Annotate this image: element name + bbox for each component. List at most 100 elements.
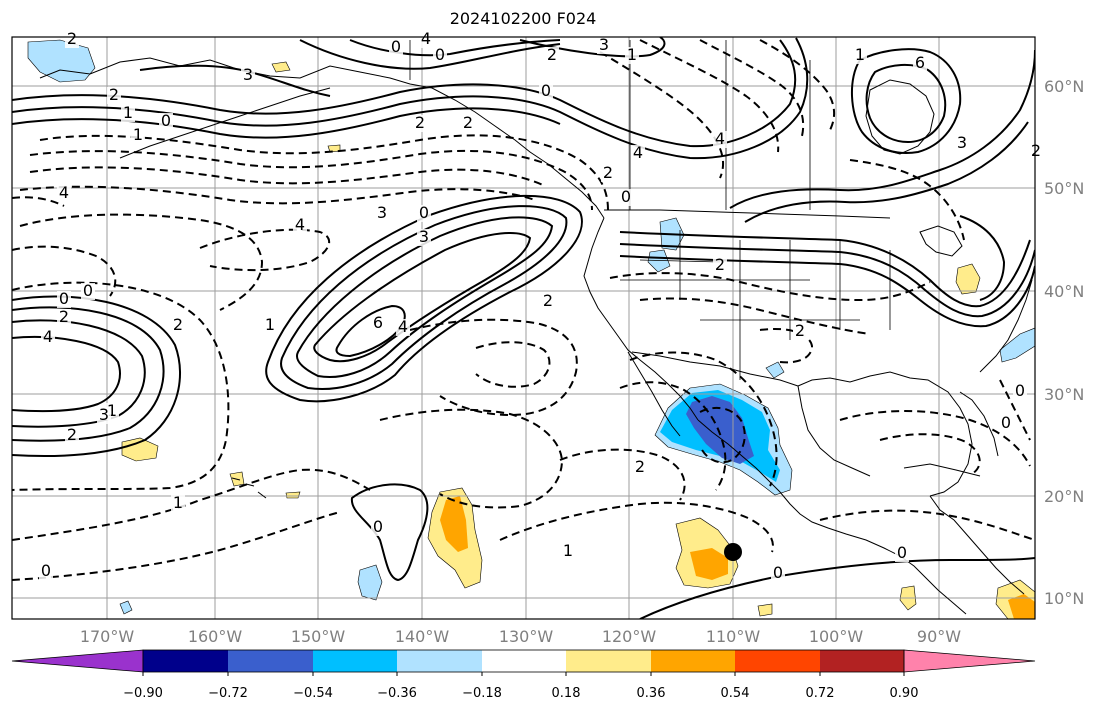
latitude-label: 10°N: [1044, 589, 1084, 608]
longitude-label: 170°W: [80, 627, 135, 646]
contour-dashed-gulf-1: [39, 134, 609, 211]
contour-solid-pacific-ridge-4: [313, 232, 532, 363]
contour-dashed-mexico-1: [629, 351, 778, 487]
colorbar-segment: [313, 650, 397, 672]
contour-dashed-east-1: [849, 159, 965, 241]
contour-label-bg: [853, 47, 867, 64]
contour-label-bg: [713, 131, 727, 148]
colorbar-ticks: −0.90 −0.72 −0.54 −0.36 −0.18 0.18 0.36 0.54 0.7…: [123, 672, 918, 701]
contour-label: 0: [621, 187, 631, 206]
contour-label-bg: [371, 315, 385, 332]
contour-label: 2: [795, 321, 805, 340]
coastlines: [39, 40, 1033, 615]
longitude-labels: 170°W 160°W 150°W 140°W 130°W 120°W 110°W 100°W…: [80, 627, 961, 646]
central-america: [929, 495, 1025, 595]
contour-label-bg: [545, 47, 559, 64]
contour-label-bg: [413, 115, 427, 132]
colorbar-extend-low: [11, 649, 144, 673]
contour-dashed-trop-2: [559, 448, 686, 501]
contour-label: 1: [107, 401, 117, 420]
contour-label: 1: [123, 103, 133, 122]
contour-solid-canada-high-1: [850, 48, 962, 154]
colorbar-tick-label: 0.54: [721, 686, 750, 701]
contour-label: 1: [173, 493, 183, 512]
contour-solid-north-jet-3: [12, 107, 561, 139]
contour-label-bg: [371, 519, 385, 536]
contour-label: 1: [563, 541, 573, 560]
colorbar-tick-label: −0.72: [208, 686, 248, 701]
contour-label-bg: [1029, 143, 1043, 160]
contour-label: 0: [1015, 381, 1025, 400]
contour-label: 0: [83, 281, 93, 300]
contour-label-bg: [41, 329, 55, 346]
contour-label: 0: [773, 563, 783, 582]
latitude-label: 50°N: [1044, 179, 1084, 198]
contour-dashed-mid-3: [379, 408, 564, 509]
contour-label: 2: [415, 113, 425, 132]
contour-label-bg: [121, 105, 135, 122]
longitude-label: 90°W: [917, 627, 961, 646]
contour-dashed-nw-1: [12, 196, 65, 207]
contour-label-bg: [57, 309, 71, 326]
colorbar-tick-label: 0.72: [806, 686, 835, 701]
contour-solid-zero-pacific: [350, 483, 429, 582]
contour-dashed-canada-1: [599, 51, 725, 179]
contour-dashed-canada-4: [759, 39, 836, 131]
contour-solid-pacific-ridge-1: [265, 194, 583, 403]
contour-dashed-us-3: [759, 328, 814, 364]
positive-shading-g: [285, 491, 301, 499]
contour-solid-east-ridge-2: [744, 121, 1029, 223]
aleutian-islands: [119, 87, 331, 159]
baja-california: [627, 351, 681, 437]
positive-shading-a: [121, 437, 159, 462]
contour-label: 0: [541, 81, 551, 100]
contour-label: 4: [59, 183, 69, 202]
contour-label-bg: [433, 47, 447, 64]
map-frame: [11, 36, 1036, 620]
contour-label: 2: [67, 29, 77, 48]
contour-label: 3: [243, 65, 253, 84]
contour-solid-west-low-4: [12, 336, 121, 413]
contour-label-bg: [39, 563, 53, 580]
contour-label-bg: [171, 317, 185, 334]
colorbar-segment: [143, 650, 228, 672]
contour-label: 3: [377, 203, 387, 222]
contour-label-bg: [396, 319, 410, 336]
contour-solid-east-2: [619, 243, 1035, 318]
contour-solid-alaska-tight: [139, 64, 331, 97]
contour-label-bg: [561, 543, 575, 560]
colorbar-segment: [651, 650, 735, 672]
colorbar-tick-label: −0.90: [123, 686, 163, 701]
gulf-of-mexico-coast: [797, 371, 973, 497]
mexico-east-coast: [797, 385, 871, 477]
colorbar-tick-label: 0.90: [890, 686, 919, 701]
contour-label-bg: [601, 165, 615, 182]
contour-label-bg: [417, 205, 431, 222]
contour-solid-canada-high-2: [865, 64, 947, 144]
contour-dashed-central-1: [19, 213, 264, 311]
contour-label-bg: [97, 407, 111, 424]
contour-label-bg: [293, 217, 307, 234]
contour-label: 4: [43, 327, 53, 346]
contour-solid-pacific-ridge-2: [280, 205, 568, 390]
colorbar-tick-label: −0.18: [462, 686, 502, 701]
colorbar-frame: [142, 649, 905, 673]
longitude-label: 140°W: [395, 627, 450, 646]
positive-shading-b: [955, 263, 981, 295]
contour-label: 1: [627, 45, 637, 64]
negative-shading-c: [999, 327, 1035, 363]
colorbar-segment: [735, 650, 820, 672]
contour-dashed-mid-1: [409, 318, 578, 417]
contour-label-bg: [171, 495, 185, 512]
contour-solid-zero-south: [639, 557, 1035, 619]
contour-label: 0: [41, 561, 51, 580]
contour-label-bg: [771, 565, 785, 582]
contour-dashed-east-atl-1: [999, 379, 1031, 441]
contour-label-bg: [625, 47, 639, 64]
contour-solid-pacific-ridge-3: [296, 216, 554, 378]
shaded-fields: [27, 39, 1035, 619]
latitude-labels: 60°N 50°N 40°N 30°N 20°N 10°N: [1044, 77, 1084, 608]
positive-shading-h: [271, 61, 291, 73]
us-state-borders: [620, 230, 891, 380]
contour-label: 2: [715, 255, 725, 274]
